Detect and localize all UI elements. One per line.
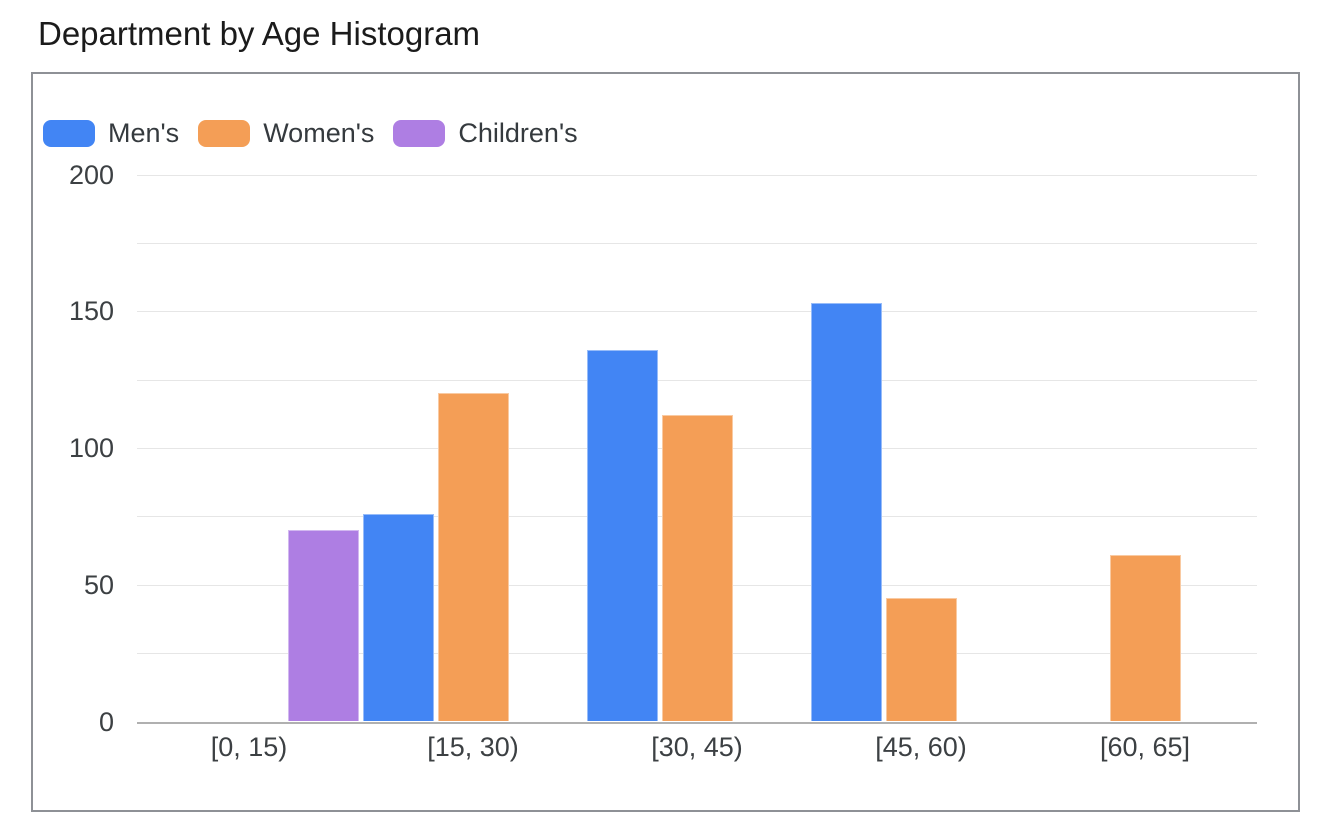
gridline [137,243,1257,245]
x-axis-category-label: [15, 30) [427,732,519,762]
legend-item-mens[interactable]: Men's [43,118,198,149]
gridline [137,311,1257,313]
y-axis-tick-label: 200 [68,159,114,190]
x-axis-baseline [137,721,1257,724]
bar-mens-bin2[interactable] [587,349,658,722]
bar-womens-bin3[interactable] [885,598,957,722]
legend-item-womens[interactable]: Women's [198,118,393,149]
plot-area: 0 50 100 150 200 [0, 15) [15, 30) [30, 45) [45, … [33,74,1298,810]
legend-label: Children's [458,118,578,148]
legend-swatch-icon [43,120,95,147]
x-axis-category-label: [60, 65] [1099,732,1191,762]
chart-card[interactable]: Men's Women's Children's 0 50 100 150 200 [0, 1… [31,72,1300,812]
chart-legend: Men's Women's Children's [43,118,597,149]
bar-childrens-bin0[interactable] [288,530,360,722]
bar-mens-bin3[interactable] [811,303,882,722]
legend-label: Women's [263,118,375,148]
legend-swatch-icon [198,120,251,147]
y-axis-tick-label: 50 [83,569,114,600]
x-axis-category-label: [30, 45) [651,732,743,762]
x-axis-category-label: [0, 15) [210,732,288,762]
gridline [137,379,1257,381]
y-axis-tick-label: 0 [98,706,114,737]
legend-label: Men's [108,118,180,148]
chart-title: Department by Age Histogram [38,15,481,52]
gridline [137,174,1257,176]
bar-womens-bin4[interactable] [1109,554,1181,722]
x-axis-category-label: [45, 60) [875,732,967,762]
bar-womens-bin1[interactable] [437,393,509,722]
legend-item-childrens[interactable]: Children's [393,118,596,149]
bar-mens-bin1[interactable] [363,513,434,722]
y-axis-tick-label: 100 [68,433,114,464]
legend-swatch-icon [393,120,446,147]
bar-womens-bin2[interactable] [661,415,733,722]
y-axis-tick-label: 150 [68,296,114,327]
